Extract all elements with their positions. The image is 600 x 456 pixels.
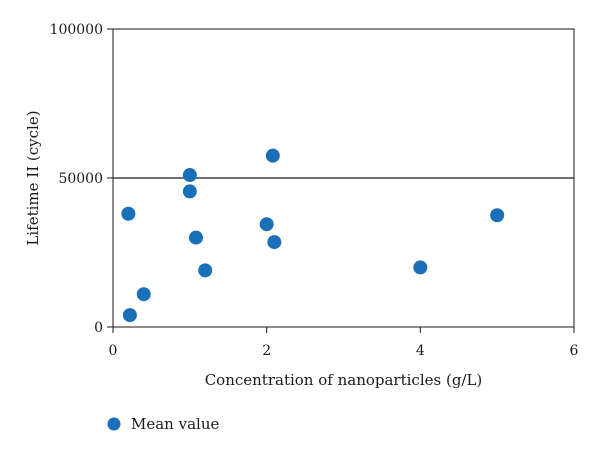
data-point <box>198 263 213 278</box>
legend: Mean value <box>107 415 219 433</box>
x-tick-label: 6 <box>570 343 579 359</box>
data-point <box>182 168 197 183</box>
data-point <box>265 148 280 163</box>
data-point <box>413 260 428 275</box>
data-point <box>490 208 505 223</box>
data-point <box>136 287 151 302</box>
legend-marker <box>107 417 121 431</box>
data-point <box>259 217 274 232</box>
y-tick-label: 0 <box>94 320 103 336</box>
data-point <box>121 206 136 221</box>
x-axis-ticks: 0 2 4 6 <box>109 327 579 359</box>
x-axis-title: Concentration of nanoparticles (g/L) <box>205 371 483 389</box>
y-tick-label: 100000 <box>50 22 103 38</box>
x-tick-label: 4 <box>416 343 425 359</box>
x-tick-label: 2 <box>262 343 271 359</box>
data-point <box>188 230 203 245</box>
y-axis-ticks: 0 50000 100000 <box>50 22 113 336</box>
data-point <box>182 184 197 199</box>
legend-label: Mean value <box>131 415 219 433</box>
y-tick-label: 50000 <box>58 171 103 187</box>
data-point <box>267 235 282 250</box>
x-tick-label: 0 <box>109 343 118 359</box>
data-points <box>121 148 505 323</box>
y-axis-title: Lifetime II (cycle) <box>24 110 42 245</box>
data-point <box>122 308 137 323</box>
